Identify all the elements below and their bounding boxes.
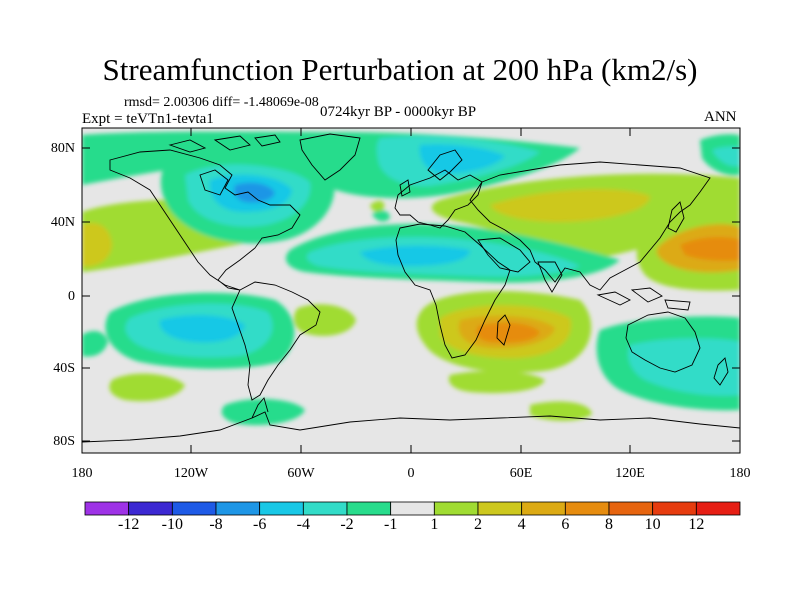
coast-new-zealand — [713, 357, 729, 386]
contour-positive-north-america-small — [370, 200, 385, 212]
colorbar — [84, 501, 741, 516]
lat-label-40n: 40N — [50, 215, 75, 230]
coast-antarctica — [82, 411, 740, 443]
colorbar-label-2: -8 — [209, 516, 223, 533]
colorbar-swatch-13 — [652, 501, 697, 516]
colorbar-label-5: -2 — [340, 516, 354, 533]
colorbar-swatch-7 — [390, 501, 435, 516]
contour-negative-north-america-max — [234, 182, 275, 203]
colorbar-swatch-12 — [608, 501, 654, 516]
lat-label-80n: 80N — [50, 141, 75, 156]
colorbar-label-9: 4 — [517, 516, 526, 533]
colorbar-swatch-10 — [521, 501, 566, 516]
contour-positive-south-indian — [448, 370, 545, 394]
contour-fields — [82, 131, 740, 426]
colorbar-label-0: -12 — [117, 516, 140, 533]
lon-label-60e: 60E — [509, 466, 533, 481]
lat-label-40s: 40S — [53, 361, 75, 376]
coast-indonesia — [596, 287, 691, 311]
coastlines — [82, 133, 740, 443]
contour-negative-southwest-pacific-mid — [628, 338, 740, 396]
colorbar-label-11: 8 — [605, 516, 613, 533]
colorbar-swatch-0 — [84, 501, 130, 516]
colorbar-label-3: -6 — [252, 516, 267, 533]
experiment-label: Expt = teVTn1-tevta1 — [82, 111, 214, 127]
colorbar-label-6: -1 — [383, 516, 398, 533]
contour-negative-arctic-max — [419, 144, 505, 174]
contour-negative-north-pacific-east-core — [712, 146, 740, 167]
colorbar-label-1: -10 — [161, 516, 183, 533]
colorbar-label-12: 10 — [644, 516, 661, 533]
chart-title: Streamfunction Perturbation at 200 hPa (… — [102, 52, 698, 87]
contour-positive-north-pacific-west — [82, 223, 112, 267]
coast-arctic-islands — [168, 134, 281, 153]
coast-antarctic-peninsula — [251, 397, 269, 419]
contour-negative-small-center — [372, 210, 390, 222]
lon-label-180w: 180 — [71, 466, 93, 481]
axis-ticks — [82, 128, 740, 453]
colorbar-label-4: -4 — [296, 516, 310, 533]
coast-africa — [395, 223, 511, 359]
colorbar-swatch-3 — [215, 501, 261, 516]
coast-north-america — [109, 149, 301, 291]
contour-negative-far-west-pacific — [82, 330, 108, 357]
coast-japan — [667, 201, 685, 233]
stats-text: rmsd= 2.00306 diff= -1.48069e-08 — [124, 95, 319, 110]
colorbar-swatch-4 — [259, 501, 304, 516]
lat-label-eq: 0 — [68, 289, 75, 304]
coast-british-isles — [399, 179, 411, 197]
colorbar-swatch-6 — [346, 501, 392, 516]
coast-india — [537, 261, 563, 293]
colorbar-swatch-1 — [128, 501, 173, 516]
coast-europe — [394, 169, 483, 229]
colorbar-label-10: 6 — [561, 516, 570, 533]
contour-negative-south-america-core — [159, 315, 245, 343]
lon-label-180e: 180 — [729, 466, 751, 481]
coast-asia — [469, 161, 711, 291]
contour-positive-south-pacific-east — [109, 373, 185, 402]
coast-greenland — [299, 133, 361, 181]
lon-label-0: 0 — [407, 466, 415, 481]
lat-label-80s: 80S — [53, 434, 75, 449]
coast-madagascar — [496, 314, 511, 346]
coast-hudson — [199, 169, 229, 196]
contour-positive-south-africa-max — [476, 322, 540, 343]
contour-positive-west-pacific-max — [680, 237, 740, 261]
colorbar-swatch-8 — [433, 501, 479, 516]
coast-scandinavia — [427, 149, 463, 181]
contour-positive-south-atlantic — [293, 304, 356, 336]
contour-negative-southern-ocean-west — [221, 398, 305, 426]
colorbar-swatch-9 — [477, 501, 523, 516]
lon-label-120e: 120E — [615, 466, 645, 481]
colorbar-swatch-5 — [302, 501, 348, 516]
lon-label-120w: 120W — [173, 466, 209, 481]
colorbar-label-13: 12 — [688, 516, 705, 533]
contour-positive-eurasia-core — [490, 189, 650, 222]
lon-label-60w: 60W — [287, 466, 315, 481]
period-label: 0724kyr BP - 0000kyr BP — [320, 104, 477, 120]
colorbar-swatch-2 — [171, 501, 217, 516]
coast-south-america — [231, 281, 321, 401]
contour-negative-tropical-atlantic-max — [360, 245, 470, 266]
season-label: ANN — [704, 109, 737, 125]
coast-arabia — [477, 237, 531, 273]
colorbar-label-7: 1 — [430, 516, 439, 533]
coast-australia — [625, 311, 701, 373]
colorbar-label-8: 2 — [474, 516, 482, 533]
colorbar-swatch-11 — [564, 501, 610, 516]
colorbar-swatch-14 — [695, 501, 741, 516]
